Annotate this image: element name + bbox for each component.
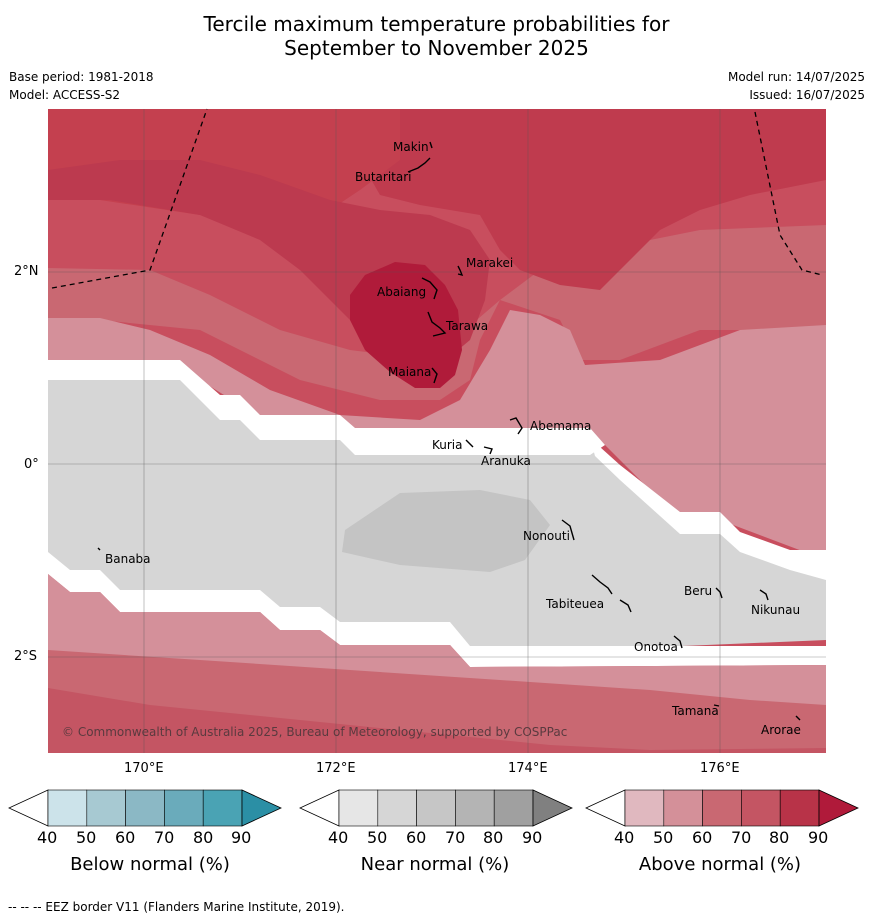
cb-near-tick: 90 xyxy=(522,828,543,847)
lat-tick: 2°S xyxy=(14,649,38,664)
cb-above-tick: 40 xyxy=(614,828,635,847)
cb-near-tick: 50 xyxy=(367,828,388,847)
colorbar-segment xyxy=(202,789,243,827)
colorbar-segment xyxy=(741,789,781,827)
colorbars xyxy=(8,789,859,827)
model-run: Model run: 14/07/2025 xyxy=(727,70,865,84)
cb-below-tick: 80 xyxy=(193,828,214,847)
colorbar-max-arrow xyxy=(818,789,859,827)
cb-below-tick: 40 xyxy=(37,828,58,847)
colorbar-label-near: Near normal (%) xyxy=(360,854,510,875)
place-label: Makin xyxy=(393,140,429,154)
lon-tick: 174°E xyxy=(508,761,548,776)
colorbar-segment xyxy=(702,789,742,827)
copyright-notice: © Commonwealth of Australia 2025, Bureau… xyxy=(62,725,568,739)
colorbar-segment xyxy=(377,789,417,827)
colorbar-above xyxy=(585,789,859,827)
colorbar-max-arrow xyxy=(532,789,573,827)
place-label: Abaiang xyxy=(377,285,427,299)
colorbar-near xyxy=(299,789,573,827)
colorbar-below xyxy=(8,789,282,827)
model-name: Model: ACCESS-S2 xyxy=(9,88,121,102)
cb-below-tick: 70 xyxy=(154,828,175,847)
place-label: Onotoa xyxy=(634,640,678,654)
eez-border xyxy=(51,108,823,289)
colorbar-segment xyxy=(164,789,204,827)
base-period: Base period: 1981-2018 xyxy=(9,70,154,84)
place-label: Tamana xyxy=(672,704,719,718)
cb-near-tick: 60 xyxy=(406,828,427,847)
cb-above-tick: 80 xyxy=(769,828,790,847)
lon-tick: 176°E xyxy=(700,761,740,776)
colorbar-segment xyxy=(493,789,534,827)
colorbar-label-above: Above normal (%) xyxy=(638,854,802,875)
lat-tick: 2°N xyxy=(14,264,39,279)
islands xyxy=(97,141,801,721)
place-label: Abemama xyxy=(530,419,592,433)
lon-tick: 172°E xyxy=(316,761,356,776)
colorbar-segment xyxy=(338,789,379,827)
place-label: Kuria xyxy=(432,438,463,452)
cb-below-tick: 90 xyxy=(231,828,252,847)
map-title: Tercile maximum temperature probabilitie… xyxy=(203,12,670,60)
colorbar-segment xyxy=(125,789,165,827)
lon-tick: 170°E xyxy=(124,761,164,776)
cb-above-tick: 90 xyxy=(808,828,829,847)
colorbar-segment xyxy=(86,789,126,827)
place-label: Nonouti xyxy=(523,529,570,543)
colorbar-min-arrow xyxy=(8,789,49,827)
place-label: Maiana xyxy=(388,365,432,379)
place-label: Nikunau xyxy=(751,603,801,617)
place-label: Butaritari xyxy=(355,170,412,184)
colorbar-segment xyxy=(779,789,820,827)
eez-legend: -- -- -- EEZ border V11 (Flanders Marine… xyxy=(8,900,345,914)
place-label: Aranuka xyxy=(481,454,531,468)
issued-date: Issued: 16/07/2025 xyxy=(749,88,865,102)
cb-near-tick: 80 xyxy=(483,828,504,847)
place-label: Marakei xyxy=(466,256,514,270)
cb-above-tick: 50 xyxy=(653,828,674,847)
place-label: Arorae xyxy=(761,723,801,737)
place-label: Tarawa xyxy=(446,319,489,333)
cb-below-tick: 60 xyxy=(115,828,136,847)
place-label: Beru xyxy=(684,584,713,598)
colorbar-max-arrow xyxy=(241,789,282,827)
colorbar-segment xyxy=(663,789,703,827)
place-label: Tabiteuea xyxy=(546,597,605,611)
probability-field xyxy=(48,109,826,753)
cb-near-tick: 70 xyxy=(445,828,466,847)
colorbar-segment xyxy=(455,789,495,827)
colorbar-segment xyxy=(416,789,456,827)
colorbar-segment xyxy=(47,789,88,827)
cb-below-tick: 50 xyxy=(76,828,97,847)
colorbar-min-arrow xyxy=(299,789,340,827)
lat-tick: 0° xyxy=(24,457,39,472)
cb-near-tick: 40 xyxy=(328,828,349,847)
place-label: Banaba xyxy=(105,552,151,566)
colorbar-label-below: Below normal (%) xyxy=(70,854,230,875)
cb-above-tick: 60 xyxy=(692,828,713,847)
colorbar-min-arrow xyxy=(585,789,626,827)
graticule xyxy=(48,109,826,753)
cb-above-tick: 70 xyxy=(731,828,752,847)
colorbar-segment xyxy=(624,789,665,827)
